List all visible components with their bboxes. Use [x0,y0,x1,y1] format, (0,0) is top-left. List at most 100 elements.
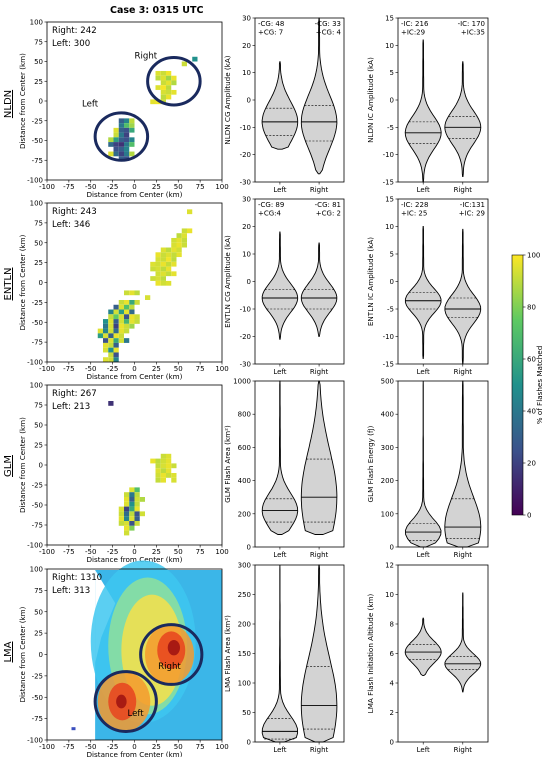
region-label-left: Left [82,100,99,110]
heatmap-cell [155,458,161,464]
violin-panel: -30 -20 -10 0 10 20 30 Left Right NLDN CG Amplitu… [223,15,345,194]
heatmap-cell [118,123,124,128]
heatmap-cell [103,323,109,329]
heatmap-cell [129,137,135,143]
x-tick-label: Right [310,368,329,376]
row-label-lma: LMA [3,641,14,662]
y-tick-label: 25 [34,78,43,86]
count-label-left: +IC:29 [401,29,425,37]
heatmap-cell [176,247,182,253]
heatmap-cell [171,252,177,258]
region-circle-left [93,111,150,162]
x-tick-label: -50 [85,548,96,556]
heatmap-cell [124,497,130,502]
heatmap-cell [155,75,161,81]
heatmap-cell [108,137,114,143]
y-tick-label: 4 [390,680,395,688]
y-tick-label: 0 [390,739,394,747]
lma-outlier [71,727,76,731]
heatmap-cell [160,477,166,483]
heatmap-cell [129,323,135,329]
x-tick-label: 0 [132,743,136,751]
heatmap-cell [171,463,177,469]
heatmap-cell [134,521,140,526]
heatmap-cell [155,473,161,478]
heatmap-cell [166,75,172,81]
heatmap-cell [160,453,166,459]
x-tick-label: 50 [174,743,183,751]
violin-right [444,61,482,177]
y-tick-label: 800 [238,411,251,419]
y-tick-label: 200 [238,621,251,629]
y-tick-label: -25 [32,299,43,307]
row-label-glm: GLM [3,455,14,477]
heatmap-cell [113,132,119,138]
y-tick-label: 200 [238,510,251,518]
heatmap-cell [155,468,161,473]
count-label-right: +IC:35 [461,29,485,37]
heatmap-cell [103,319,109,324]
count-label-right: -IC:131 [460,201,485,209]
y-tick-label: -10 [240,124,251,132]
y-tick-label: 100 [30,200,43,208]
heatmap-cell [113,328,119,334]
figure-title: Case 3: 0315 UTC [110,5,203,16]
heatmap-cell [129,299,135,305]
y-axis-label: LMA Flash Area (km²) [223,615,232,692]
heatmap-cell [129,487,135,493]
x-tick-label: -50 [85,183,96,191]
y-tick-label: -50 [32,694,43,702]
heatmap-cell [166,252,172,258]
heatmap-cell [160,271,166,277]
x-tick-label: Right [454,186,473,194]
count-label-right: -IC: 170 [458,20,485,28]
x-tick-label: 25 [152,183,161,191]
y-tick-label: -10 [383,333,394,341]
region-label-right: Right [135,51,158,61]
heatmap-cell [97,333,103,339]
heatmap-cell [155,280,161,286]
heatmap-cell [145,295,151,300]
heatmap-cell [113,151,119,157]
violin-panel: 0 2 4 6 8 10 12 Left Right LMA Flash Initiation A… [366,562,489,754]
heatmap-cell [108,352,114,358]
y-tick-label: 10 [385,42,394,50]
heatmap-cell [129,319,135,324]
heatmap-cell [160,257,166,262]
heatmap-cell [124,151,130,157]
heatmap-cell [108,323,114,329]
y-tick-label: -25 [32,482,43,490]
region-circle-right [146,56,202,107]
colorbar-bar [511,254,524,516]
y-tick-label: -15 [383,179,394,187]
heatmap-cell [155,266,161,272]
heatmap-cell [160,252,166,258]
y-tick-label: -75 [32,339,43,347]
x-tick-label: Right [454,551,473,559]
heatmap-cell [113,319,119,324]
colorbar-tick-label: 60 [527,356,536,364]
x-tick-label: -100 [39,365,55,373]
heatmap-cell [160,85,166,90]
y-tick-label: -10 [383,151,394,159]
y-tick-label: 25 [34,259,43,267]
y-tick-label: -100 [27,542,43,550]
heatmap-cell [118,319,124,324]
lma-density-field [71,560,222,740]
y-tick-label: 0 [390,278,394,286]
heatmap-cell [124,521,130,526]
y-tick-label: 0 [247,739,251,747]
count-label-right: -CG: 33 [315,20,341,28]
y-axis-label: ENTLN IC Amplitude (kA) [366,237,375,326]
heatmap-cell [134,299,140,305]
heatmap-cell [171,237,177,243]
x-tick-label: 25 [152,743,161,751]
y-tick-label: -75 [32,157,43,165]
count-label-left: +CG:4 [258,210,282,218]
heatmap-cell [129,497,135,502]
y-tick-label: 100 [238,680,251,688]
heatmap-cell [118,521,124,526]
heatmap-cell [129,314,135,320]
x-tick-label: Left [273,551,286,559]
heatmap-panel-lma: Right Left Right: 1310 Left: 313 -100-100 -75… [18,560,229,757]
